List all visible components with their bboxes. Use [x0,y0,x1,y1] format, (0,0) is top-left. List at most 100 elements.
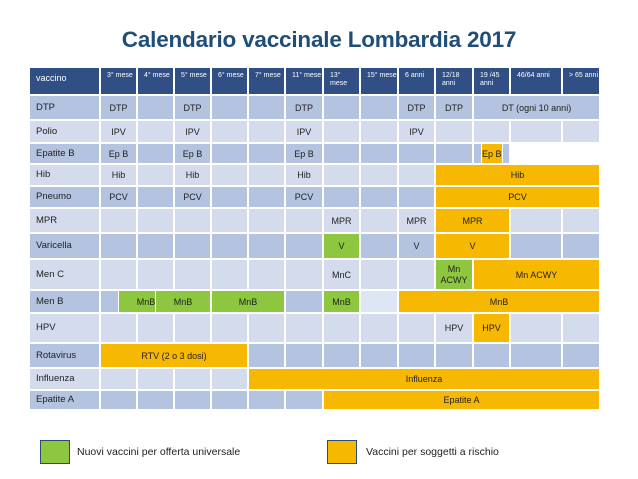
empty-cell [360,233,398,259]
empty-cell [211,164,248,186]
empty-cell [211,313,248,343]
empty-cell [211,120,248,143]
empty-cell [562,208,600,233]
dose-cell: Mn ACWY [435,259,473,290]
empty-cell [285,208,323,233]
header-cell: 46/64 anni [510,67,562,95]
header-cell: 13° mese [323,67,360,95]
empty-cell [248,120,285,143]
dose-cell: DT (ogni 10 anni) [473,95,600,120]
empty-cell [360,143,398,164]
empty-cell [398,259,435,290]
empty-cell [211,390,248,410]
dose-cell: Epatite A [323,390,600,410]
empty-cell [174,233,211,259]
empty-cell [211,259,248,290]
empty-cell [100,390,137,410]
empty-cell [323,313,360,343]
empty-cell [137,233,174,259]
empty-cell [285,313,323,343]
dose-cell: PCV [285,186,323,208]
vaccine-name: MPR [29,208,100,233]
header-cell: 19 /45 anni [473,67,510,95]
empty-cell [398,164,435,186]
dose-cell: IPV [100,120,137,143]
empty-cell [137,186,174,208]
empty-cell [248,186,285,208]
dose-cell: RTV (2 o 3 dosi) [100,343,248,368]
empty-cell [137,95,174,120]
empty-cell [100,233,137,259]
empty-cell [323,164,360,186]
header-vaccino: vaccino [29,67,100,95]
empty-cell [211,186,248,208]
dose-cell: Ep B [481,143,503,164]
empty-cell [323,343,360,368]
dose-cell: IPV [285,120,323,143]
vaccine-name: Hib [29,164,100,186]
empty-cell [174,208,211,233]
empty-cell [510,233,562,259]
empty-cell [473,343,510,368]
empty-cell [510,343,562,368]
empty-cell [398,313,435,343]
empty-cell [137,120,174,143]
dose-cell: Hib [285,164,323,186]
empty-cell [360,120,398,143]
dose-cell: MPR [435,208,510,233]
vaccine-name: HPV [29,313,100,343]
empty-cell [174,259,211,290]
dose-cell: MPR [323,208,360,233]
empty-cell [248,233,285,259]
empty-cell [360,95,398,120]
empty-cell [562,120,600,143]
empty-cell [562,313,600,343]
header-cell: 6° mese [211,67,248,95]
dose-cell: Ep B [285,143,323,164]
empty-cell [323,186,360,208]
empty-cell [174,313,211,343]
header-cell: 3° mese [100,67,137,95]
dose-cell: V [323,233,360,259]
header-cell: 5° mese [174,67,211,95]
dose-cell: Hib [100,164,137,186]
header-cell: 12/18 anni [435,67,473,95]
header-cell: 7° mese [248,67,285,95]
empty-cell [435,143,473,164]
vaccine-name: Epatite B [29,143,100,164]
empty-cell [248,95,285,120]
dose-cell: V [435,233,510,259]
dose-cell: MnB [323,290,360,313]
vaccine-name: Rotavirus [29,343,100,368]
empty-cell [473,120,510,143]
empty-cell [285,233,323,259]
dose-cell: PCV [435,186,600,208]
dose-cell: Hib [435,164,600,186]
vaccine-name: Men B [29,290,100,313]
empty-cell [137,390,174,410]
empty-cell [137,164,174,186]
empty-cell [435,120,473,143]
dose-cell: HPV [473,313,510,343]
empty-cell [211,95,248,120]
empty-cell [323,143,360,164]
empty-cell [137,143,174,164]
empty-cell [137,368,174,390]
empty-cell [248,143,285,164]
empty-cell [137,259,174,290]
empty-cell [137,313,174,343]
dose-cell: MnB [211,290,285,313]
dose-cell: DTP [398,95,435,120]
empty-cell [248,313,285,343]
header-cell: 4° mese [137,67,174,95]
empty-cell [248,208,285,233]
empty-cell [137,208,174,233]
empty-cell [100,259,137,290]
header-cell: 15° mese [360,67,398,95]
header-cell: 11° mese [285,67,323,95]
empty-cell [562,233,600,259]
empty-cell [211,143,248,164]
empty-cell [510,313,562,343]
header-cell: > 65 anni [562,67,600,95]
vaccine-name: Epatite A [29,390,100,410]
